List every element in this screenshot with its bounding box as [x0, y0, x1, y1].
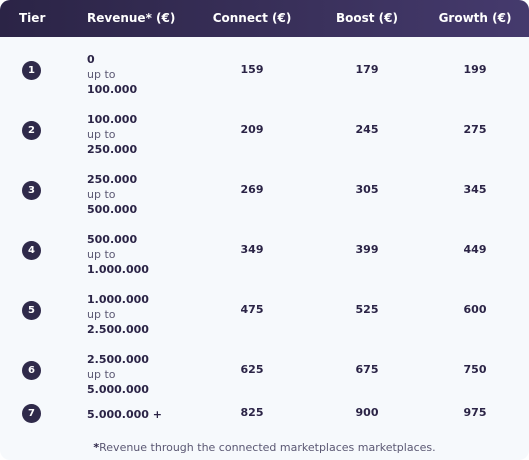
- growth-price: 275: [463, 123, 487, 136]
- revenue-from: 0: [87, 53, 95, 66]
- growth-price: 750: [463, 363, 487, 376]
- header-boost: Boost (€): [335, 11, 398, 25]
- connect-price: 209: [240, 123, 264, 136]
- revenue-to: 500.000: [87, 203, 138, 216]
- tier-badge: 4: [22, 241, 41, 260]
- table-header: Tier Revenue* (€) Connect (€) Boost (€) …: [0, 0, 529, 37]
- growth-price: 199: [463, 63, 487, 76]
- header-growth: Growth (€): [438, 11, 512, 25]
- revenue-range: 5.000.000 +: [87, 407, 162, 422]
- header-connect: Connect (€): [212, 11, 292, 25]
- boost-price: 179: [355, 63, 379, 76]
- revenue-up-to: up to: [87, 128, 116, 141]
- connect-price: 159: [240, 63, 264, 76]
- revenue-up-to: up to: [87, 368, 116, 381]
- connect-price: 825: [240, 406, 264, 419]
- revenue-up-to: up to: [87, 188, 116, 201]
- tier-badge: 5: [22, 301, 41, 320]
- footnote: *Revenue through the connected marketpla…: [0, 441, 529, 454]
- revenue-range: 250.000 up to 500.000: [87, 172, 137, 217]
- revenue-to: 5.000.000: [87, 383, 149, 396]
- header-revenue: Revenue* (€): [87, 11, 176, 25]
- footnote-star: *: [93, 441, 100, 454]
- tier-badge: 1: [22, 61, 41, 80]
- revenue-range: 2.500.000 up to 5.000.000: [87, 352, 149, 397]
- tier-badge: 6: [22, 361, 41, 380]
- growth-price: 975: [463, 406, 487, 419]
- connect-price: 475: [240, 303, 264, 316]
- growth-price: 449: [463, 243, 487, 256]
- connect-price: 625: [240, 363, 264, 376]
- revenue-to: 100.000: [87, 83, 138, 96]
- growth-price: 345: [463, 183, 487, 196]
- tier-badge: 3: [22, 181, 41, 200]
- revenue-single: 5.000.000 +: [87, 408, 162, 421]
- connect-price: 269: [240, 183, 264, 196]
- revenue-up-to: up to: [87, 248, 116, 261]
- boost-price: 399: [355, 243, 379, 256]
- tier-badge: 7: [22, 404, 41, 423]
- header-tier: Tier: [19, 11, 46, 25]
- revenue-from: 2.500.000: [87, 353, 149, 366]
- connect-price: 349: [240, 243, 264, 256]
- boost-price: 305: [355, 183, 379, 196]
- revenue-from: 500.000: [87, 233, 138, 246]
- revenue-range: 500.000 up to 1.000.000: [87, 232, 149, 277]
- boost-price: 675: [355, 363, 379, 376]
- boost-price: 525: [355, 303, 379, 316]
- growth-price: 600: [463, 303, 487, 316]
- revenue-range: 0 up to 100.000: [87, 52, 137, 97]
- tier-badge: 2: [22, 121, 41, 140]
- revenue-from: 100.000: [87, 113, 138, 126]
- revenue-up-to: up to: [87, 68, 116, 81]
- boost-price: 900: [355, 406, 379, 419]
- revenue-range: 100.000 up to 250.000: [87, 112, 137, 157]
- revenue-to: 2.500.000: [87, 323, 149, 336]
- revenue-up-to: up to: [87, 308, 116, 321]
- revenue-from: 1.000.000: [87, 293, 149, 306]
- revenue-range: 1.000.000 up to 2.500.000: [87, 292, 149, 337]
- footnote-text: Revenue through the connected marketplac…: [99, 441, 436, 454]
- boost-price: 245: [355, 123, 379, 136]
- revenue-to: 250.000: [87, 143, 138, 156]
- revenue-to: 1.000.000: [87, 263, 149, 276]
- revenue-from: 250.000: [87, 173, 138, 186]
